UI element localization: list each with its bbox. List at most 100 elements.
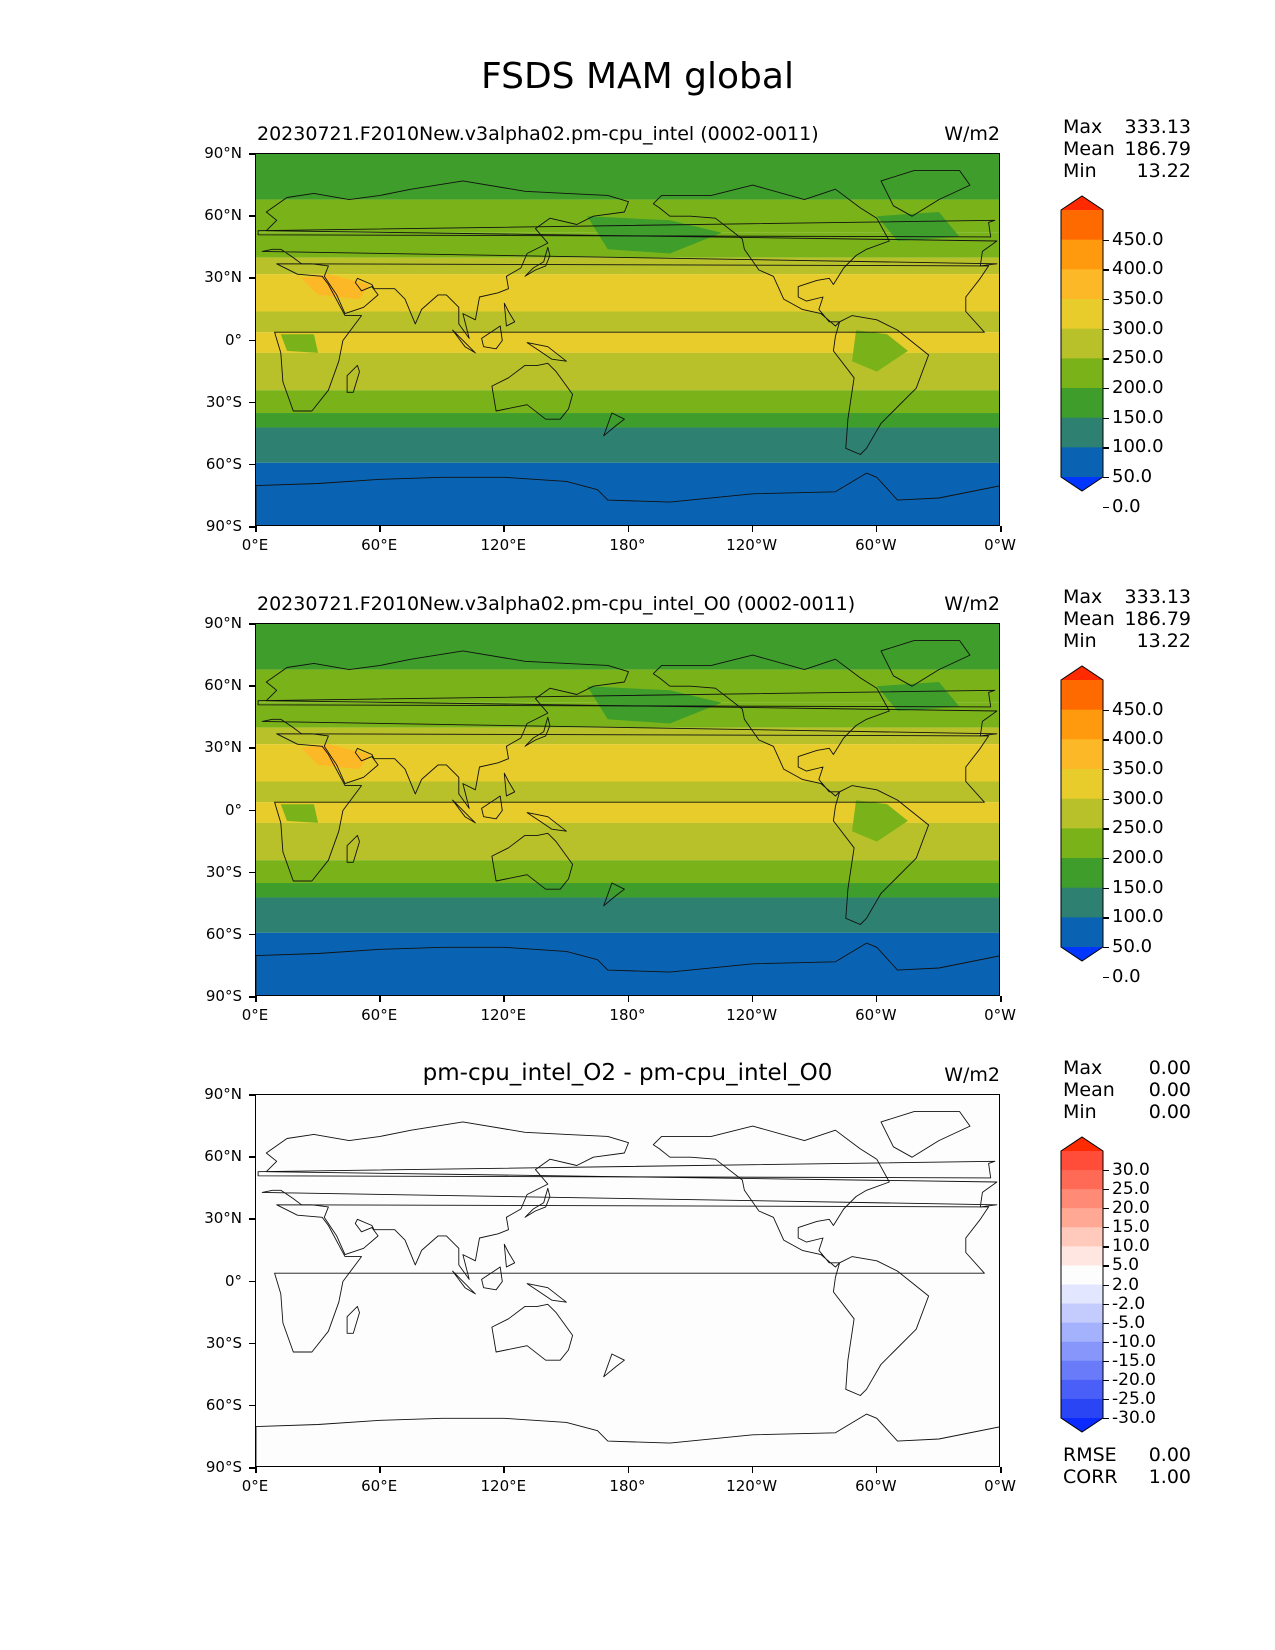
stats-row: Min 13.22 xyxy=(1063,630,1191,652)
colorbar-label: -25.0 xyxy=(1112,1388,1156,1409)
colorbar-tick xyxy=(1103,709,1109,711)
stat-value: 0.00 xyxy=(1148,1101,1191,1123)
colorbar-tick xyxy=(1103,1322,1109,1324)
colorbar-tick xyxy=(1103,1379,1109,1382)
colorbar-extend-max xyxy=(1061,196,1103,210)
value-band xyxy=(256,413,999,428)
stat-label: RMSE xyxy=(1063,1444,1117,1466)
colorbar-swatch xyxy=(1061,1284,1103,1305)
coastline-samerica xyxy=(832,315,930,455)
lon-tick-label: 120°E xyxy=(480,1477,527,1495)
lat-tick-label: 0° xyxy=(224,800,242,819)
colorbar-tick xyxy=(1103,917,1109,919)
stat-label: Max xyxy=(1063,116,1103,138)
lat-tick-label: 60°S xyxy=(205,1395,242,1414)
lon-tick xyxy=(751,996,754,1002)
stats-row: Mean 186.79 xyxy=(1063,608,1191,630)
coastline-greenland xyxy=(880,170,971,217)
lon-tick-label: 120°W xyxy=(726,1006,778,1024)
colorbar-swatch xyxy=(1061,417,1103,448)
panel-units: W/m2 xyxy=(944,1064,1000,1086)
colorbar-label: 30.0 xyxy=(1112,1160,1150,1181)
coastline-greenland xyxy=(880,640,971,687)
colorbar-swatch xyxy=(1061,210,1103,241)
coastline-borneo xyxy=(481,325,503,350)
lat-tick xyxy=(249,277,255,279)
colorbar-label: -10.0 xyxy=(1112,1331,1156,1352)
coastline-japan xyxy=(524,716,551,747)
colorbar-tick xyxy=(1103,1265,1109,1267)
value-region xyxy=(280,804,319,823)
value-band xyxy=(256,727,999,745)
value-band xyxy=(256,744,999,782)
colorbar-tick xyxy=(1103,1246,1109,1248)
colorbar-label: 150.0 xyxy=(1112,406,1164,428)
lon-tick xyxy=(503,526,505,532)
colorbar-label: 350.0 xyxy=(1112,758,1164,779)
colorbar-tick xyxy=(1103,1398,1109,1401)
coastline-africa xyxy=(274,263,990,412)
lon-tick-label: 180° xyxy=(609,1477,646,1495)
panel-title: 20230721.F2010New.v3alpha02.pm-cpu_intel… xyxy=(257,123,819,145)
colorbar-label: -15.0 xyxy=(1112,1350,1156,1371)
coastline-madagascar xyxy=(346,1305,360,1334)
coastline-australia xyxy=(491,1303,574,1361)
colorbar-swatch xyxy=(1061,1151,1103,1171)
lat-tick-label: 30°N xyxy=(204,1209,242,1228)
colorbar-label: 400.0 xyxy=(1112,728,1164,750)
stat-value: 333.13 xyxy=(1124,116,1191,138)
lat-tick xyxy=(249,153,255,155)
value-band xyxy=(256,883,999,898)
lat-tick xyxy=(249,1218,255,1220)
coastline-borneo xyxy=(481,1266,503,1291)
colorbar-label: 0.0 xyxy=(1112,965,1141,987)
colorbar-label: 200.0 xyxy=(1112,847,1164,868)
lat-tick-label: 60°S xyxy=(205,454,242,473)
map-plot xyxy=(255,153,1000,526)
colorbar-label: -2.0 xyxy=(1112,1293,1146,1314)
stat-value: 333.13 xyxy=(1124,586,1191,608)
colorbar-swatch xyxy=(1061,358,1103,389)
coastline-nz xyxy=(603,1353,625,1378)
colorbar-label: 450.0 xyxy=(1112,698,1164,720)
stat-label: Mean xyxy=(1063,608,1115,630)
colorbar-label: 2.0 xyxy=(1112,1274,1140,1295)
coastline-sumatra xyxy=(452,329,476,354)
colorbar-label: 450.0 xyxy=(1112,228,1164,250)
figure-title: FSDS MAM global xyxy=(481,56,794,97)
colorbar-tick xyxy=(1103,798,1109,800)
colorbar-label: 300.0 xyxy=(1112,787,1164,809)
coastline-namerica xyxy=(652,654,890,797)
map-plot xyxy=(255,623,1000,996)
value-band xyxy=(256,624,999,670)
lon-tick-label: 120°W xyxy=(726,536,778,554)
value-region xyxy=(852,800,908,842)
colorbar-swatch xyxy=(1061,1246,1103,1266)
colorbar-swatch xyxy=(1061,798,1103,829)
colorbar-tick xyxy=(1103,388,1109,390)
lat-tick-label: 60°N xyxy=(204,206,242,225)
lat-tick xyxy=(249,463,255,466)
lon-tick xyxy=(627,1467,629,1473)
colorbar xyxy=(1060,1136,1104,1433)
lat-tick-label: 90°N xyxy=(204,1085,242,1103)
stat-value: 0.00 xyxy=(1148,1079,1191,1101)
stats-block: Max 333.13 Mean 186.79 Min 13.22 xyxy=(1063,116,1191,182)
colorbar-swatch xyxy=(1061,739,1103,770)
colorbar-swatch xyxy=(1061,447,1103,478)
colorbar-tick xyxy=(1103,887,1109,889)
lon-tick xyxy=(875,526,878,532)
lat-tick xyxy=(249,1094,255,1096)
lon-tick xyxy=(1000,996,1002,1002)
colorbar-swatch xyxy=(1061,1170,1103,1190)
lat-tick-label: 0° xyxy=(224,330,242,349)
coastline-australia xyxy=(491,832,574,890)
colorbar-tick xyxy=(1103,477,1109,479)
rmse-corr-block: RMSE 0.00 CORR 1.00 xyxy=(1063,1444,1191,1488)
map-plot xyxy=(255,1094,1000,1467)
lon-tick xyxy=(379,526,381,532)
colorbar-extend-max xyxy=(1061,666,1103,680)
lat-tick-label: 30°S xyxy=(205,862,242,881)
lon-tick-label: 0°W xyxy=(984,1477,1016,1495)
coastline-antarctica xyxy=(256,942,999,995)
